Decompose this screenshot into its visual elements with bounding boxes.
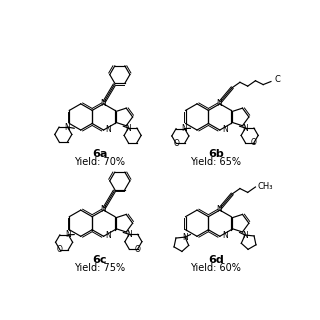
Text: O: O xyxy=(57,245,63,254)
Text: N: N xyxy=(106,231,111,240)
Text: N: N xyxy=(243,124,248,132)
Text: CH₃: CH₃ xyxy=(258,182,273,191)
Text: N: N xyxy=(126,230,132,239)
Text: N: N xyxy=(242,230,248,239)
Text: N: N xyxy=(216,99,222,108)
Text: Yield: 70%: Yield: 70% xyxy=(74,157,125,167)
Text: 6a: 6a xyxy=(92,148,108,159)
Text: N: N xyxy=(182,124,188,133)
Text: N: N xyxy=(66,230,71,239)
Text: N: N xyxy=(125,124,131,132)
Text: O: O xyxy=(173,139,179,148)
Text: N: N xyxy=(222,231,228,240)
Text: N: N xyxy=(182,233,188,242)
Text: Yield: 75%: Yield: 75% xyxy=(74,263,125,273)
Text: N: N xyxy=(106,124,111,133)
Text: Yield: 65%: Yield: 65% xyxy=(190,157,241,167)
Text: O: O xyxy=(135,244,140,253)
Text: Yield: 60%: Yield: 60% xyxy=(190,263,241,273)
Text: N: N xyxy=(100,205,106,214)
Text: C: C xyxy=(274,76,280,84)
Text: N: N xyxy=(216,205,222,214)
Text: N: N xyxy=(222,124,228,133)
Text: N: N xyxy=(100,99,106,108)
Text: O: O xyxy=(251,138,257,147)
Text: 6c: 6c xyxy=(92,255,107,265)
Text: 6b: 6b xyxy=(208,148,224,159)
Text: N: N xyxy=(65,123,70,132)
Text: 6d: 6d xyxy=(208,255,224,265)
